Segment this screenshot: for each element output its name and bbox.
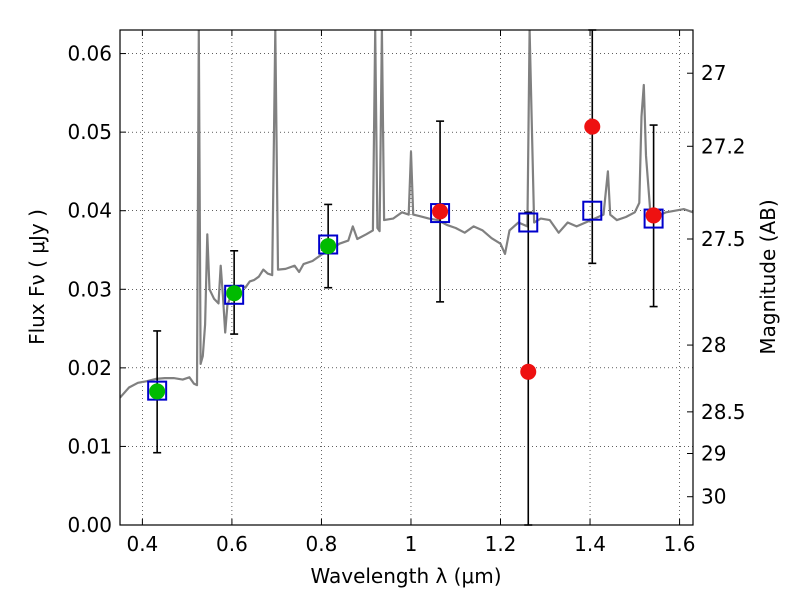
y-tick-label: 0.00 [67, 513, 112, 537]
observed-point-green [226, 285, 243, 302]
observed-point-red [645, 207, 662, 224]
right-tick-label: 30 [701, 485, 726, 509]
observed-point-red [584, 118, 601, 135]
x-axis-label: Wavelength λ (μm) [310, 564, 501, 588]
x-tick-label: 1 [405, 532, 418, 556]
model-spectrum-line [120, 30, 693, 399]
ticks-layer: 0.4 0.6 0.8 1 1.2 1.4 1.6 0.00 0.01 0.02 0.03 0.04 0… [67, 30, 746, 556]
series-layer [120, 30, 693, 399]
model-photometry-box [147, 380, 168, 401]
observed-point-red [520, 363, 537, 380]
right-tick-label: 27.5 [701, 227, 746, 251]
y-tick-label: 0.04 [67, 199, 112, 223]
plot-background [120, 30, 693, 525]
right-tick-label: 28 [701, 333, 726, 357]
y-tick-label: 0.06 [67, 42, 112, 66]
x-tick-label: 0.6 [216, 532, 248, 556]
x-tick-label: 0.4 [126, 532, 158, 556]
observed-point-green [149, 383, 166, 400]
plot-frame [119, 29, 694, 526]
model-photometry-box [518, 212, 539, 233]
x-tick-label: 0.8 [306, 532, 338, 556]
model-photometry-box [582, 200, 603, 221]
right-tick-label: 27.2 [701, 134, 746, 158]
observed-point-green [320, 238, 337, 255]
x-tick-label: 1.2 [485, 532, 517, 556]
y-axis-right-label: Magnitude (AB) [756, 199, 780, 354]
observed-point-red [432, 203, 449, 220]
right-tick-label: 27 [701, 61, 726, 85]
right-tick-label: 29 [701, 442, 726, 466]
y-tick-label: 0.03 [67, 277, 112, 301]
x-tick-label: 1.6 [664, 532, 696, 556]
y-tick-label: 0.02 [67, 356, 112, 380]
y-axis-label: Flux Fν ( μJy ) [25, 209, 49, 345]
y-tick-label: 0.05 [67, 120, 112, 144]
y-tick-label: 0.01 [67, 434, 112, 458]
right-tick-label: 28.5 [701, 400, 746, 424]
x-tick-label: 1.4 [574, 532, 606, 556]
grid [120, 30, 693, 525]
